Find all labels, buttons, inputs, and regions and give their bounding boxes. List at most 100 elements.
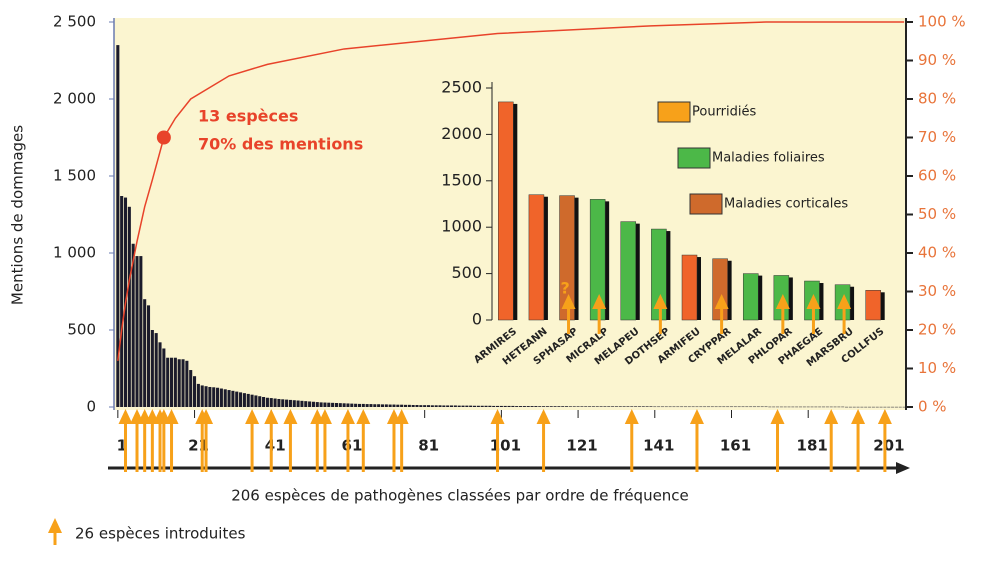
bar xyxy=(584,406,588,407)
bar xyxy=(760,406,764,408)
bar xyxy=(285,399,289,407)
bar xyxy=(653,406,657,408)
bar xyxy=(706,406,711,408)
introduced-arrow xyxy=(851,409,866,472)
bar xyxy=(499,405,503,407)
bar xyxy=(139,256,143,407)
introduced-arrow xyxy=(394,409,409,472)
bar xyxy=(752,406,757,408)
bar xyxy=(465,405,469,407)
inset-y-tick-label: 2000 xyxy=(441,124,482,143)
bar xyxy=(357,403,361,407)
bar xyxy=(131,243,135,407)
bar xyxy=(384,404,388,407)
bar xyxy=(664,406,668,408)
bar xyxy=(204,386,208,407)
bar xyxy=(553,406,557,407)
x-tick-label: 61 xyxy=(342,437,363,455)
introduced-arrow xyxy=(386,409,401,472)
bar xyxy=(768,406,772,408)
x-tick-label: 1 xyxy=(117,437,127,455)
bar xyxy=(864,406,868,408)
introduced-arrow xyxy=(118,409,133,472)
bar xyxy=(733,406,737,408)
bar xyxy=(626,406,630,407)
bar xyxy=(683,406,688,408)
bar xyxy=(549,406,553,407)
bar xyxy=(185,360,189,407)
x-tick-label: 181 xyxy=(797,437,828,455)
y-tick-label: 2 500 xyxy=(53,13,96,31)
inset-introduced-arrow xyxy=(561,294,576,334)
introduced-arrow xyxy=(153,409,168,472)
inset-y-tick-label: 1000 xyxy=(441,217,482,236)
introduced-arrow xyxy=(824,409,839,472)
bar xyxy=(522,406,526,407)
bar xyxy=(787,406,791,408)
introduced-arrow xyxy=(490,409,505,472)
legend-swatch xyxy=(657,101,691,123)
bar xyxy=(557,406,561,407)
bar xyxy=(699,406,703,408)
bar xyxy=(181,359,185,407)
bar xyxy=(902,406,906,408)
y2-tick-label: 100 % xyxy=(918,13,966,31)
bar xyxy=(645,406,649,407)
bar xyxy=(496,405,500,407)
x-tick-label: 141 xyxy=(643,437,674,455)
bar xyxy=(169,357,174,407)
bar xyxy=(350,403,354,407)
bar xyxy=(526,406,530,407)
bar xyxy=(591,406,595,407)
inset-introduced-arrow xyxy=(714,294,729,334)
inset-y-tick-label: 0 xyxy=(472,310,482,329)
bar xyxy=(829,406,833,408)
introduced-arrow xyxy=(689,409,704,472)
introduced-arrow xyxy=(245,409,260,472)
inset-introduced-arrow xyxy=(806,294,821,334)
bar xyxy=(783,406,787,408)
bar xyxy=(891,406,895,408)
y2-tick-label: 40 % xyxy=(918,244,956,262)
bar xyxy=(791,406,795,408)
bar xyxy=(446,405,450,407)
bar xyxy=(315,402,319,407)
inset-introduced-arrow xyxy=(653,294,668,334)
y-tick-label: 1 000 xyxy=(53,244,96,262)
bar xyxy=(265,397,269,407)
bar xyxy=(519,406,523,407)
bar xyxy=(449,405,454,407)
bar xyxy=(162,348,166,407)
x-tick-label: 21 xyxy=(188,437,209,455)
bar xyxy=(369,404,373,407)
bar xyxy=(354,403,358,407)
legend-label: Maladies foliaires xyxy=(712,151,825,166)
bar xyxy=(806,406,810,408)
bar xyxy=(231,390,235,407)
bar xyxy=(242,393,246,407)
bar xyxy=(277,398,281,407)
bar xyxy=(476,405,480,407)
bar xyxy=(461,405,465,407)
bar xyxy=(576,406,580,407)
inset-y-tick-label: 1500 xyxy=(441,170,482,189)
x-tick-label: 161 xyxy=(720,437,751,455)
bar xyxy=(515,406,519,407)
bar xyxy=(304,401,308,407)
y2-tick-label: 20 % xyxy=(918,321,956,339)
bar xyxy=(687,406,691,408)
bar xyxy=(595,406,599,407)
bar xyxy=(726,406,730,408)
bar xyxy=(166,357,170,407)
bar xyxy=(396,404,400,407)
y2-tick-label: 50 % xyxy=(918,205,956,223)
bar xyxy=(745,406,749,408)
bar xyxy=(898,406,902,408)
bar xyxy=(200,385,204,407)
y2-tick-label: 60 % xyxy=(918,167,956,185)
bar xyxy=(871,406,875,408)
bar xyxy=(818,406,822,408)
bar xyxy=(729,406,734,408)
bar xyxy=(377,404,381,407)
bar xyxy=(135,256,139,407)
